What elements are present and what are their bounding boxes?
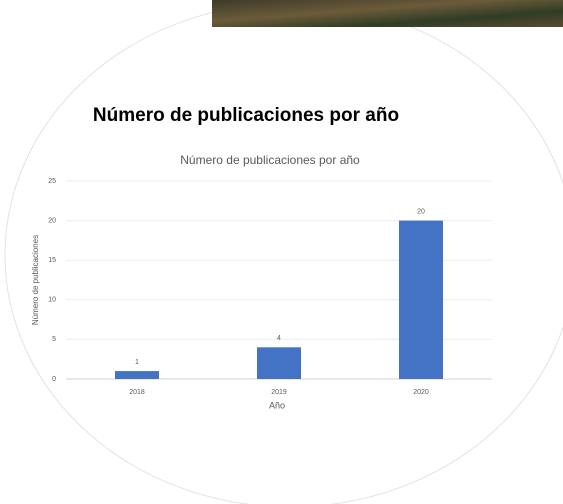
data-label: 1	[135, 359, 139, 366]
x-tick-label: 2020	[413, 389, 429, 396]
y-tick-label: 0	[52, 376, 56, 383]
x-tick-label: 2018	[129, 389, 145, 396]
y-tick-label: 5	[52, 336, 56, 343]
heading: Número de publicaciones por año	[93, 105, 399, 126]
bar	[257, 347, 301, 379]
bar	[399, 220, 443, 379]
y-tick-label: 15	[48, 257, 56, 264]
y-tick-label: 25	[48, 178, 56, 185]
x-tick-label: 2019	[271, 389, 287, 396]
circle-outline	[4, 2, 563, 504]
y-axis-label: Número de publicaciones	[31, 235, 40, 325]
chart-title: Número de publicaciones por año	[180, 153, 360, 167]
photo	[212, 0, 563, 27]
y-tick-label: 10	[48, 297, 56, 304]
x-axis-label: Año	[269, 400, 285, 410]
data-label: 4	[277, 335, 281, 342]
bar	[115, 371, 159, 379]
data-label: 20	[417, 208, 425, 215]
y-tick-label: 20	[48, 217, 56, 224]
